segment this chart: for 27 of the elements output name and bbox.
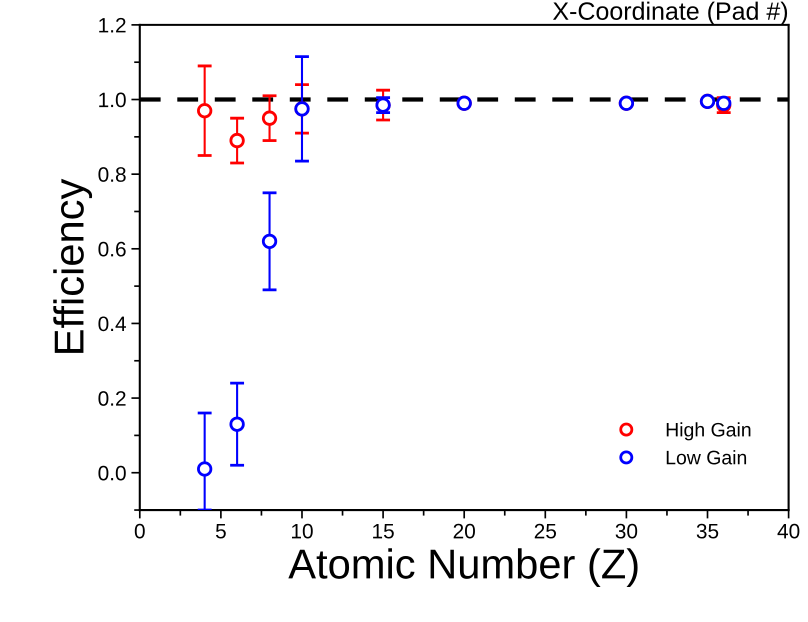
y-tick-label: 1.2 bbox=[99, 18, 126, 32]
point bbox=[197, 461, 212, 477]
point bbox=[262, 110, 278, 126]
x-tick-label: 10 bbox=[292, 524, 313, 539]
chart-title: X-Coordinate (Pad #) bbox=[552, 2, 788, 25]
y-tick-label: 0.2 bbox=[98, 391, 126, 406]
x-tick-label: 5 bbox=[216, 524, 226, 539]
y-tick-label: 0.8 bbox=[98, 167, 126, 182]
x-axis-title: Atomic Number (Z) bbox=[288, 548, 638, 588]
y-tick-label: 0.0 bbox=[98, 466, 126, 480]
y-tick-label: 0.6 bbox=[98, 242, 126, 257]
y-tick-label: 1.0 bbox=[99, 92, 126, 108]
x-tick-label: 20 bbox=[454, 524, 475, 539]
x-tick-label: 35 bbox=[696, 524, 718, 539]
point bbox=[262, 234, 278, 249]
legend-label: Low Gain bbox=[666, 450, 746, 464]
x-tick-label: 30 bbox=[616, 524, 638, 539]
y-tick-label: 0.4 bbox=[98, 316, 126, 332]
point bbox=[229, 132, 245, 148]
y-axis-title: Efficiency bbox=[53, 178, 92, 353]
x-tick-label: 0 bbox=[134, 524, 145, 539]
x-tick-label: 15 bbox=[373, 524, 394, 539]
legend-label: High Gain bbox=[666, 422, 750, 440]
x-tick-label: 25 bbox=[534, 524, 556, 539]
point bbox=[197, 103, 212, 118]
point bbox=[229, 416, 245, 432]
x-tick-label: 40 bbox=[778, 524, 800, 539]
